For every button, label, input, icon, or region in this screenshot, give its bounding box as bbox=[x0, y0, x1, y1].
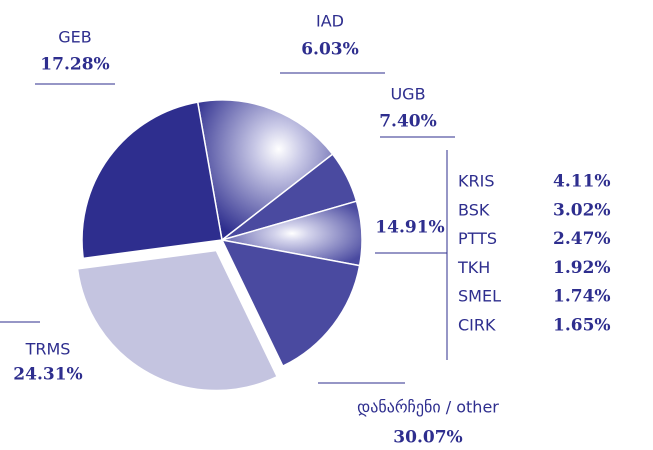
breakdown-label: PTTS bbox=[458, 229, 497, 248]
pie-slice bbox=[76, 249, 279, 392]
slice-label: GEB bbox=[58, 28, 91, 47]
slice-label: UGB bbox=[390, 85, 425, 104]
slice-value: 14.91% bbox=[375, 218, 444, 238]
slice-label: დანარჩენი / other bbox=[357, 398, 499, 417]
pie-slice bbox=[81, 101, 223, 260]
slice-value: 24.31% bbox=[13, 365, 82, 385]
breakdown-value: 1.74% bbox=[553, 287, 611, 307]
breakdown-label: BSK bbox=[458, 200, 490, 219]
slice-label: IAD bbox=[316, 12, 344, 31]
breakdown-value: 3.02% bbox=[553, 200, 611, 220]
slice-value: 17.28% bbox=[40, 55, 109, 75]
slice-value: 30.07% bbox=[393, 428, 462, 448]
breakdown-value: 4.11% bbox=[553, 172, 611, 192]
slice-value: 7.40% bbox=[379, 112, 437, 132]
breakdown-label: TKH bbox=[457, 258, 490, 277]
slice-label: TRMS bbox=[25, 340, 71, 359]
pie-slice bbox=[220, 238, 361, 368]
breakdown-label: CIRK bbox=[458, 316, 496, 335]
breakdown-label: KRIS bbox=[458, 172, 494, 191]
pie-slice bbox=[196, 99, 334, 242]
breakdown-value: 1.65% bbox=[553, 316, 611, 336]
breakdown-value: 1.92% bbox=[553, 258, 611, 278]
breakdown-value: 2.47% bbox=[553, 229, 611, 249]
slice-value: 6.03% bbox=[301, 40, 359, 60]
breakdown-label: SMEL bbox=[458, 287, 501, 306]
